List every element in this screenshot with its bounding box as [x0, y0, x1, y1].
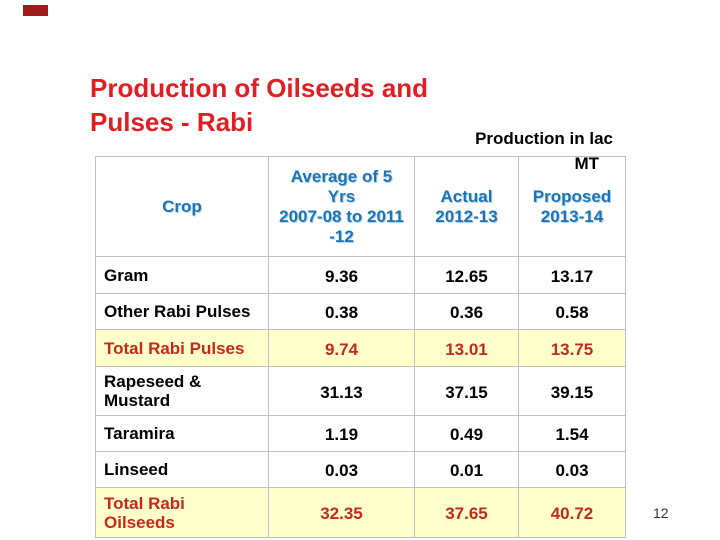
value-proposed: 39.15 — [518, 366, 626, 416]
crop-label: Taramira — [95, 415, 269, 452]
crop-label: Total Rabi Oilseeds — [95, 487, 269, 538]
title-line-2: Pulses - Rabi — [90, 107, 254, 137]
crop-label: Rapeseed & Mustard — [95, 366, 269, 416]
table-row-taramira: Taramira 1.19 0.49 1.54 — [95, 415, 626, 452]
value-average: 9.36 — [268, 256, 415, 294]
title-line-1: Production of Oilseeds and — [90, 73, 429, 103]
column-header-average-line: 2007-08 to 2011 — [279, 206, 404, 226]
crop-label-line: Taramira — [104, 424, 175, 443]
slide-title: Production of Oilseeds and Pulses - Rabi — [90, 71, 428, 139]
table-row-total-rabi-pulses: Total Rabi Pulses 9.74 13.01 13.75 — [95, 329, 626, 367]
crop-label-line: Linseed — [104, 460, 169, 479]
value-proposed: 1.54 — [518, 415, 626, 452]
column-header-average: Average of 5 Yrs 2007-08 to 2011 -12 — [268, 156, 415, 257]
crop-label-line: Oilseeds — [104, 512, 175, 532]
value-average: 32.35 — [268, 487, 415, 538]
units-caption-line-1: Production in lac — [475, 129, 613, 148]
table-row-total-rabi-oilseeds: Total Rabi Oilseeds 32.35 37.65 40.72 — [95, 487, 626, 538]
page-number: 12 — [653, 505, 669, 521]
table-header-row: Crop Average of 5 Yrs 2007-08 to 2011 -1… — [95, 156, 626, 257]
column-header-proposed-line: 2013-14 — [540, 206, 604, 226]
column-header-average-line: Yrs — [327, 186, 356, 206]
column-header-proposed: Proposed 2013-14 — [518, 156, 626, 257]
crop-label: Other Rabi Pulses — [95, 293, 269, 330]
crop-label-line: Total Rabi — [104, 493, 185, 513]
value-actual: 12.65 — [414, 256, 519, 294]
value-average: 1.19 — [268, 415, 415, 452]
table-row-gram: Gram 9.36 12.65 13.17 — [95, 256, 626, 294]
column-header-average-line: -12 — [329, 226, 354, 246]
crop-label-line: Other Rabi Pulses — [104, 302, 251, 321]
corner-accent-bar — [23, 5, 48, 16]
crop-label-line: Rapeseed & — [104, 372, 202, 391]
table-row-linseed: Linseed 0.03 0.01 0.03 — [95, 451, 626, 488]
crop-label: Linseed — [95, 451, 269, 488]
production-table: Crop Average of 5 Yrs 2007-08 to 2011 -1… — [95, 156, 626, 538]
value-actual: 37.15 — [414, 366, 519, 416]
crop-label: Gram — [95, 256, 269, 294]
value-actual: 0.49 — [414, 415, 519, 452]
value-actual: 37.65 — [414, 487, 519, 538]
value-proposed: 13.75 — [518, 329, 626, 367]
table-row-rapeseed-mustard: Rapeseed & Mustard 31.13 37.15 39.15 — [95, 366, 626, 416]
value-proposed: 13.17 — [518, 256, 626, 294]
value-actual: 0.01 — [414, 451, 519, 488]
column-header-proposed-line: Proposed — [532, 186, 612, 206]
value-average: 0.03 — [268, 451, 415, 488]
column-header-actual-line: Actual — [440, 186, 493, 206]
value-actual: 0.36 — [414, 293, 519, 330]
units-caption: Production in lac MT — [475, 126, 613, 176]
column-header-crop: Crop — [95, 156, 269, 257]
value-proposed: 0.03 — [518, 451, 626, 488]
units-caption-line-2: MT — [574, 154, 599, 173]
value-proposed: 40.72 — [518, 487, 626, 538]
crop-label-line: Mustard — [104, 391, 171, 410]
crop-label-line: Total Rabi Pulses — [104, 338, 245, 358]
value-average: 31.13 — [268, 366, 415, 416]
crop-label: Total Rabi Pulses — [95, 329, 269, 367]
value-proposed: 0.58 — [518, 293, 626, 330]
column-header-average-line: Average of 5 — [290, 166, 393, 186]
value-average: 9.74 — [268, 329, 415, 367]
column-header-actual-line: 2012-13 — [435, 206, 498, 226]
table-row-other-rabi-pulses: Other Rabi Pulses 0.38 0.36 0.58 — [95, 293, 626, 330]
value-actual: 13.01 — [414, 329, 519, 367]
crop-label-line: Gram — [104, 265, 149, 285]
value-average: 0.38 — [268, 293, 415, 330]
